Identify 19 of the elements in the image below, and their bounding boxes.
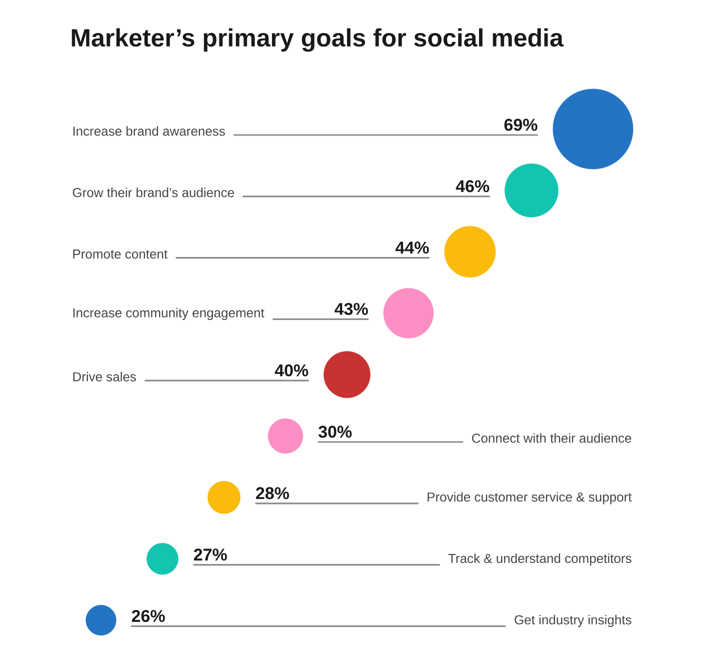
- data-label: 69%: [504, 118, 538, 131]
- data-label: 46%: [456, 180, 490, 192]
- category-label: Drive sales: [73, 372, 136, 382]
- category-label: Connect with their audience: [472, 433, 632, 443]
- category-label: Increase community engagement: [73, 308, 264, 320]
- category-label: Get industry insights: [514, 614, 632, 628]
- data-label: 43%: [334, 302, 368, 315]
- data-label: 27%: [194, 548, 227, 561]
- category-label: Grow their brand’s audience: [72, 188, 234, 198]
- data-label: 28%: [256, 487, 290, 500]
- category-label: Track & understand competitors: [448, 553, 632, 566]
- category-label: Provide customer service & support: [428, 492, 632, 504]
- data-label: 26%: [132, 610, 165, 622]
- category-label: Promote content: [73, 250, 168, 259]
- category-label: Increase brand awareness: [73, 126, 225, 136]
- data-label: 44%: [396, 242, 429, 254]
- data-label: 30%: [318, 426, 352, 438]
- data-label: 40%: [274, 364, 308, 376]
- text: Marketer’s primary goals for social media: [72, 28, 564, 52]
